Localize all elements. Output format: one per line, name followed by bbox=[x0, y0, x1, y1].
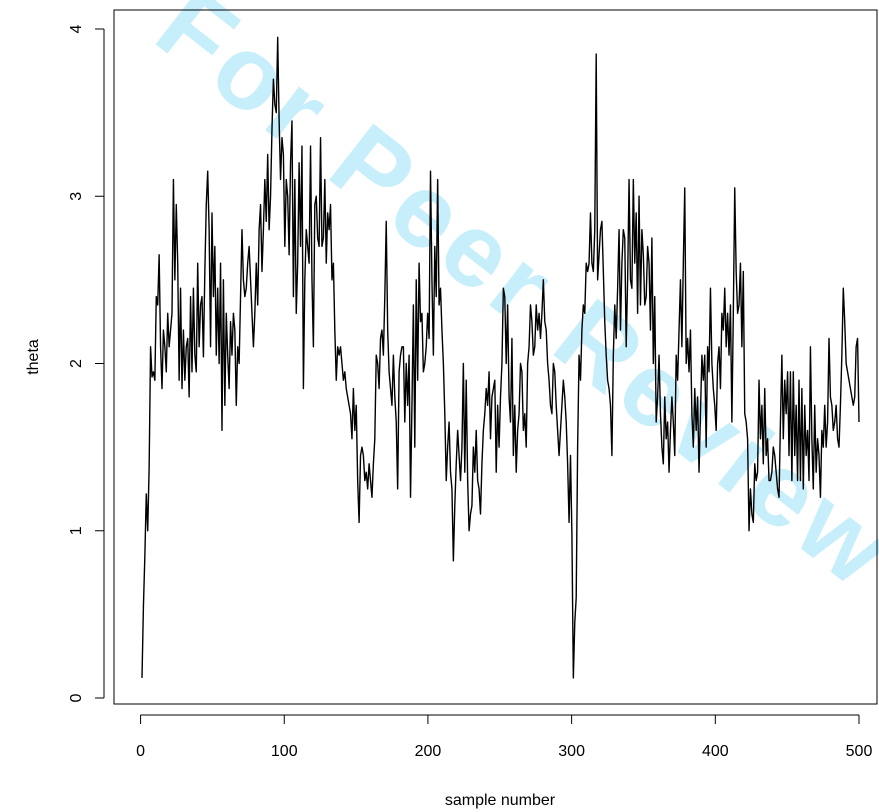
x-tick-label: 500 bbox=[846, 743, 873, 760]
y-tick-label: 4 bbox=[68, 24, 85, 33]
series-line bbox=[141, 36, 860, 679]
y-tick-label: 2 bbox=[68, 359, 85, 368]
x-tick-label: 300 bbox=[558, 743, 585, 760]
y-axis-title: theta bbox=[25, 339, 42, 375]
plot-frame bbox=[113, 9, 878, 705]
x-tick-label: 0 bbox=[136, 743, 145, 760]
x-axis-title: sample number bbox=[445, 792, 556, 809]
watermark-text: For Peer Review Only bbox=[136, 0, 879, 790]
x-tick-label: 100 bbox=[271, 743, 298, 760]
y-tick-label: 3 bbox=[68, 192, 85, 201]
y-axis: 0 1 2 3 4 bbox=[68, 24, 105, 702]
y-tick-label: 0 bbox=[68, 693, 85, 702]
x-tick-label: 200 bbox=[415, 743, 442, 760]
x-tick-label: 400 bbox=[702, 743, 729, 760]
x-axis: 0 100 200 300 400 500 bbox=[136, 714, 873, 760]
y-tick-label: 1 bbox=[68, 526, 85, 535]
